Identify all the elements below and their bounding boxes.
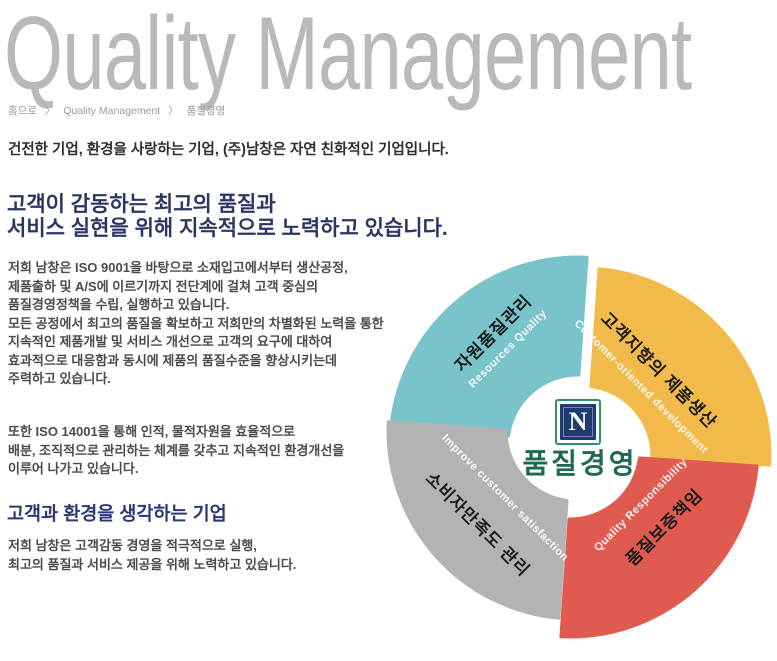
quality-management-wheel-diagram: 자원품질관리 Resources Quality 고객지향의 제품생산 Cust… [383, 252, 777, 646]
namchang-logo-letter: N [568, 407, 588, 436]
segment-quality-responsibility [559, 456, 759, 639]
breadcrumb-separator: 〉 [44, 105, 56, 117]
segment-resources-quality [389, 255, 589, 438]
breadcrumb-separator: 〉 [168, 105, 179, 117]
segment-customer-oriented-development [589, 267, 772, 467]
page-title: Quality Management [4, 0, 692, 112]
quality-wheel-chart [386, 255, 772, 639]
environment-policy-paragraph: 또한 ISO 14001을 통해 인적, 물적자원을 효율적으로 배분, 조직적… [8, 424, 345, 476]
wheel-center-label: 품질경영 [522, 449, 638, 480]
quality-policy-paragraph: 저희 남창은 ISO 9001을 바탕으로 소재입고에서부터 생산공정, 제품출… [8, 260, 384, 386]
breadcrumb: 홈으로 〉 Quality Management 〉 품질경영 [8, 103, 225, 118]
company-tagline: 건전한 기업, 환경을 사랑하는 기업, (주)남창은 자연 친화적인 기업입니… [8, 142, 449, 158]
sub-heading: 고객과 환경을 생각하는 기업 [7, 503, 227, 524]
namchang-logo-box: N [560, 404, 596, 440]
segment-improve-customer-satisfaction [386, 420, 569, 620]
breadcrumb-quality-management[interactable]: Quality Management [63, 105, 161, 117]
breadcrumb-current-page[interactable]: 품질경영 [186, 105, 226, 117]
namchang-logo: N [555, 399, 601, 445]
customer-commitment-paragraph: 저희 남창은 고객감동 경영을 적극적으로 실행, 최고의 품질과 서비스 제공… [8, 538, 297, 572]
breadcrumb-home[interactable]: 홈으로 [8, 105, 37, 117]
main-heading: 고객이 감동하는 최고의 품질과 서비스 실현을 위해 지속적으로 노력하고 있… [7, 193, 448, 240]
